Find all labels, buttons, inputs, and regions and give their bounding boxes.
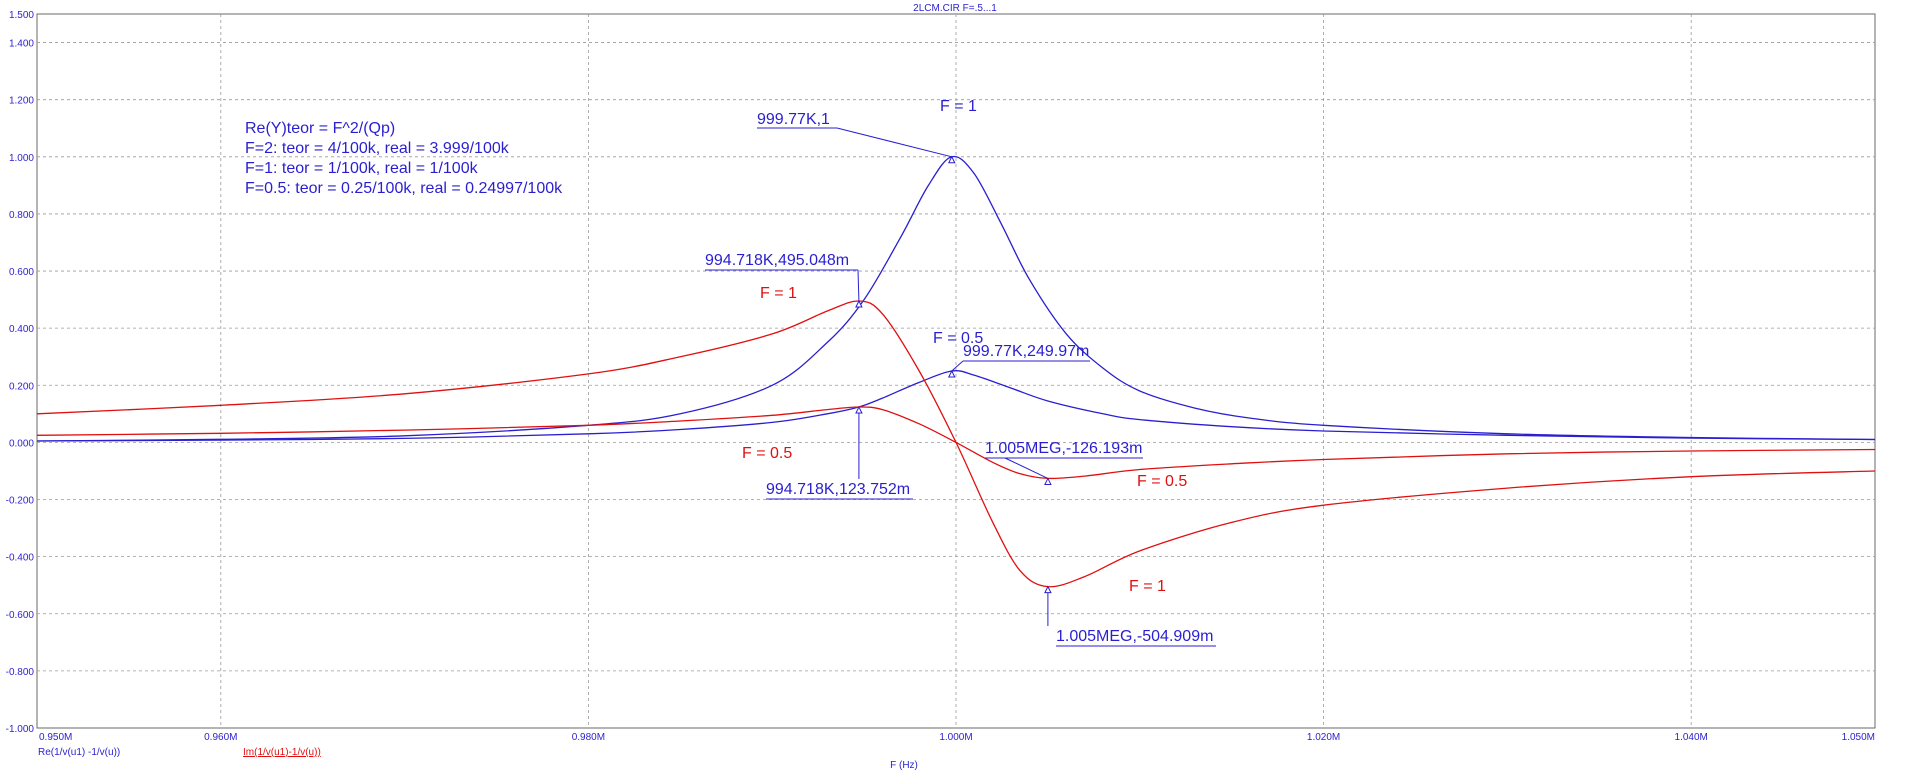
marker-label: 999.77K,249.97m xyxy=(963,343,1089,360)
curve-label-im-f05-left: F = 0.5 xyxy=(742,445,792,462)
marker-arrow xyxy=(855,299,863,308)
marker-callouts: 999.77K,1 994.718K,495.048m 999.77K,249.97… xyxy=(705,111,1216,647)
curve-label-re-f05: F = 0.5 xyxy=(933,330,983,347)
x-tick-label: 1.050M xyxy=(1842,732,1875,743)
marker-leader xyxy=(1004,457,1049,479)
y-tick-label: 1.000 xyxy=(9,153,34,164)
legend-im: Im(1/v(u1)-1/v(u)) xyxy=(243,747,321,758)
marker-callout: 1.005MEG,-504.909m xyxy=(1044,585,1216,647)
marker-label: 994.718K,495.048m xyxy=(705,252,849,269)
x-tick-label: 1.000M xyxy=(939,732,972,743)
x-tick-label: 1.020M xyxy=(1307,732,1340,743)
chart-title: 2LCM.CIR F=.5...1 xyxy=(913,3,997,14)
series-line-0 xyxy=(36,155,1876,442)
curve-label-im-f05-right: F = 0.5 xyxy=(1137,473,1187,490)
marker-label: 1.005MEG,-126.193m xyxy=(985,440,1142,457)
note-line-3: F=1: teor = 1/100k, real = 1/100k xyxy=(245,160,479,177)
curve-label-im-f1-left: F = 1 xyxy=(760,285,797,302)
y-tick-label: -0.200 xyxy=(6,496,35,507)
y-tick-label: -0.400 xyxy=(6,553,35,564)
x-tick-label: 0.950M xyxy=(39,732,72,743)
marker-leader xyxy=(857,269,860,302)
x-axis-label: F (Hz) xyxy=(890,760,918,771)
marker-label: 994.718K,123.752m xyxy=(766,481,910,498)
y-tick-label: -0.800 xyxy=(6,667,35,678)
legend-re: Re(1/v(u1) -1/v(u)) xyxy=(38,747,120,758)
note-line-1: Re(Y)teor = F^2/(Qp) xyxy=(245,120,395,137)
y-tick-label: 1.200 xyxy=(9,96,34,107)
note-line-2: F=2: teor = 4/100k, real = 3.999/100k xyxy=(245,140,510,157)
y-tick-label: 0.000 xyxy=(9,438,34,449)
series-line-3 xyxy=(36,406,1876,480)
y-tick-label: 0.800 xyxy=(9,210,34,221)
x-tick-label: 0.960M xyxy=(204,732,237,743)
x-tick-label: 1.040M xyxy=(1675,732,1708,743)
marker-arrow xyxy=(855,405,863,414)
marker-arrow xyxy=(1044,477,1052,485)
note-line-4: F=0.5: teor = 0.25/100k, real = 0.24997/… xyxy=(245,180,563,197)
marker-leader xyxy=(836,127,952,158)
y-tick-label: 1.500 xyxy=(9,10,34,21)
marker-callout: 999.77K,1 xyxy=(757,111,956,164)
marker-leader xyxy=(951,360,964,372)
marker-arrow xyxy=(947,369,956,378)
marker-callout: 994.718K,123.752m xyxy=(766,405,913,500)
curve-label-re-f1: F = 1 xyxy=(940,98,977,115)
marker-callout: 1.005MEG,-126.193m xyxy=(985,440,1143,485)
y-tick-label: 0.400 xyxy=(9,324,34,335)
y-tick-label: -1.000 xyxy=(6,724,35,735)
marker-callout: 994.718K,495.048m xyxy=(705,252,863,308)
curve-label-im-f1-right: F = 1 xyxy=(1129,578,1166,595)
marker-label: 1.005MEG,-504.909m xyxy=(1056,628,1213,645)
x-tick-label: 0.980M xyxy=(572,732,605,743)
note-block: Re(Y)teor = F^2/(Qp) F=2: teor = 4/100k,… xyxy=(245,120,563,197)
marker-arrow xyxy=(1044,585,1052,594)
y-tick-label: 0.200 xyxy=(9,381,34,392)
axis-ticks: 0.950M 0.960M 0.980M 1.000M 1.020M 1.040M 1.05… xyxy=(6,10,1875,743)
marker-callout: 999.77K,249.97m xyxy=(947,343,1090,378)
y-tick-label: 0.600 xyxy=(9,267,34,278)
marker-arrow xyxy=(947,155,956,164)
y-tick-label: -0.600 xyxy=(6,610,35,621)
marker-label: 999.77K,1 xyxy=(757,111,830,128)
y-tick-label: 1.400 xyxy=(9,39,34,50)
